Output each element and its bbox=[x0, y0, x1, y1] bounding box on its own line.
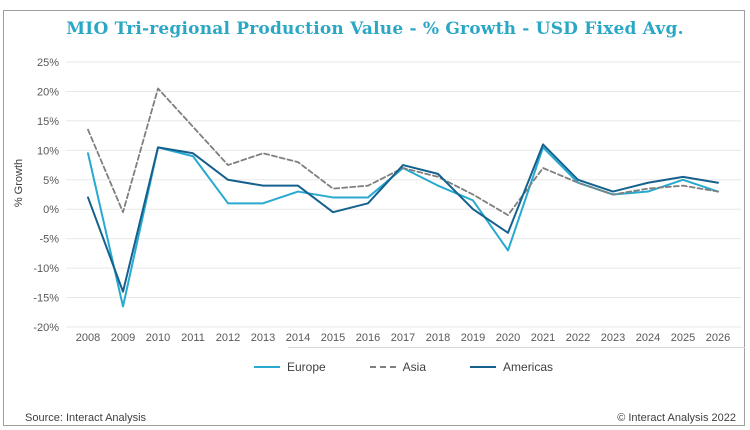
legend-item-americas: Americas bbox=[470, 360, 553, 374]
y-tick-label: 10% bbox=[37, 145, 59, 157]
series-line-asia bbox=[87, 87, 719, 217]
y-axis-title: % Growth bbox=[13, 158, 25, 208]
x-tick-label: 2014 bbox=[286, 332, 310, 344]
europe-line-swatch bbox=[253, 366, 280, 368]
y-tick-label: 20% bbox=[37, 86, 59, 98]
copyright-note: © Interact Analysis 2022 bbox=[617, 412, 736, 424]
legend-label-europe: Europe bbox=[286, 360, 326, 374]
series-line-europe bbox=[87, 146, 719, 308]
legend-label-asia: Asia bbox=[402, 360, 427, 374]
y-tick-label: -10% bbox=[33, 263, 59, 275]
chart-title: MIO Tri-regional Production Value - % Gr… bbox=[66, 19, 684, 39]
series-line-americas bbox=[87, 143, 719, 293]
y-tick-label: 5% bbox=[43, 175, 59, 187]
x-tick-label: 2019 bbox=[461, 332, 485, 344]
americas-line-swatch bbox=[470, 366, 497, 368]
legend-divider-line bbox=[288, 347, 745, 348]
x-tick-label: 2015 bbox=[321, 332, 345, 344]
x-tick-label: 2020 bbox=[496, 332, 520, 344]
x-tick-label: 2016 bbox=[356, 332, 380, 344]
y-tick-label: -5% bbox=[39, 234, 59, 246]
x-tick-label: 2023 bbox=[601, 332, 625, 344]
chart-legend: Europe Asia Americas bbox=[66, 360, 741, 374]
legend-label-americas: Americas bbox=[503, 360, 554, 374]
y-tick-label: -15% bbox=[33, 293, 59, 305]
y-tick-label: 0% bbox=[43, 204, 59, 216]
x-tick-label: 2011 bbox=[181, 332, 205, 344]
x-tick-label: 2009 bbox=[111, 332, 135, 344]
x-tick-label: 2021 bbox=[531, 332, 555, 344]
x-tick-label: 2025 bbox=[671, 332, 695, 344]
y-tick-label: 25% bbox=[37, 57, 59, 69]
x-tick-label: 2018 bbox=[426, 332, 450, 344]
x-tick-label: 2008 bbox=[76, 332, 100, 344]
x-tick-label: 2017 bbox=[391, 332, 415, 344]
y-tick-label: 15% bbox=[37, 116, 59, 128]
legend-item-asia: Asia bbox=[369, 360, 427, 374]
x-tick-label: 2024 bbox=[636, 332, 660, 344]
x-tick-label: 2026 bbox=[706, 332, 730, 344]
chart-frame bbox=[3, 10, 745, 426]
x-tick-label: 2010 bbox=[146, 332, 170, 344]
x-tick-label: 2013 bbox=[251, 332, 275, 344]
y-tick-label: -20% bbox=[33, 322, 59, 334]
asia-dashed-line-swatch bbox=[369, 366, 396, 368]
x-tick-label: 2022 bbox=[566, 332, 590, 344]
legend-item-europe: Europe bbox=[253, 360, 326, 374]
x-tick-label: 2012 bbox=[216, 332, 240, 344]
source-note: Source: Interact Analysis bbox=[25, 412, 147, 424]
